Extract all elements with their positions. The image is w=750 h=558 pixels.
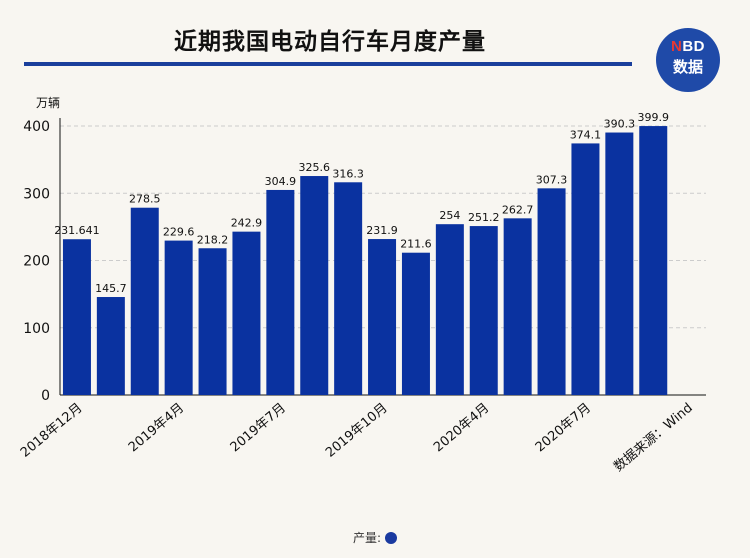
bar [300,176,329,395]
bar [232,231,261,395]
bar-value-label: 231.9 [366,224,398,237]
bar-value-label: 316.3 [332,167,364,180]
bar-value-label: 229.6 [163,226,195,239]
bar [266,189,295,395]
y-tick-label: 200 [23,254,50,270]
x-tick-label: 2019年10月 [323,401,391,461]
nbd-logo: NBD 数据 [656,28,720,92]
bar [469,226,498,395]
bar [503,218,532,395]
y-tick-label: 0 [41,388,50,404]
bar [435,224,464,395]
bar-value-label: 218.2 [197,233,229,246]
bar [401,252,430,395]
bar [164,240,193,395]
bar [368,239,397,395]
x-tick-label: 2019年4月 [126,401,187,456]
y-tick-label: 300 [23,186,50,202]
x-tick-label: 2020年4月 [431,401,492,456]
bar-value-label: 145.7 [95,282,127,295]
bar [334,182,363,395]
x-tick-label: 2020年7月 [533,401,594,456]
bar-value-label: 254 [439,209,460,222]
bar-value-label: 390.3 [604,118,636,131]
bar-value-label: 304.9 [265,175,297,188]
chart-title: 近期我国电动自行车月度产量 [174,29,486,55]
x-tick-label: 2018年12月 [18,401,86,461]
bar-value-label: 374.1 [570,128,602,141]
bar [639,126,668,395]
bar [130,207,159,395]
x-tick-label: 数据来源：Wind [611,401,695,475]
y-tick-label: 400 [23,119,50,135]
legend: 产量: [0,529,750,546]
bar-value-label: 211.6 [400,238,432,251]
bar [605,132,634,395]
x-tick-label: 2019年7月 [228,401,289,456]
bar-value-label: 262.7 [502,203,534,216]
y-unit-label: 万辆 [36,96,61,110]
bar-value-label: 242.9 [231,217,263,230]
bar [571,143,600,395]
bar-value-label: 278.5 [129,193,161,206]
legend-label: 产量: [352,531,382,545]
bar-value-label: 399.9 [638,111,670,124]
bar-value-label: 251.2 [468,211,500,224]
y-tick-label: 100 [23,321,50,337]
bar [198,248,227,395]
bar-value-label: 325.6 [299,161,331,174]
bar-value-label: 307.3 [536,173,568,186]
legend-marker [385,532,398,544]
bar [537,188,566,395]
bar [96,297,125,395]
bar [62,239,91,395]
bar-value-label: 231.641 [54,224,100,237]
title-underline [24,62,632,66]
